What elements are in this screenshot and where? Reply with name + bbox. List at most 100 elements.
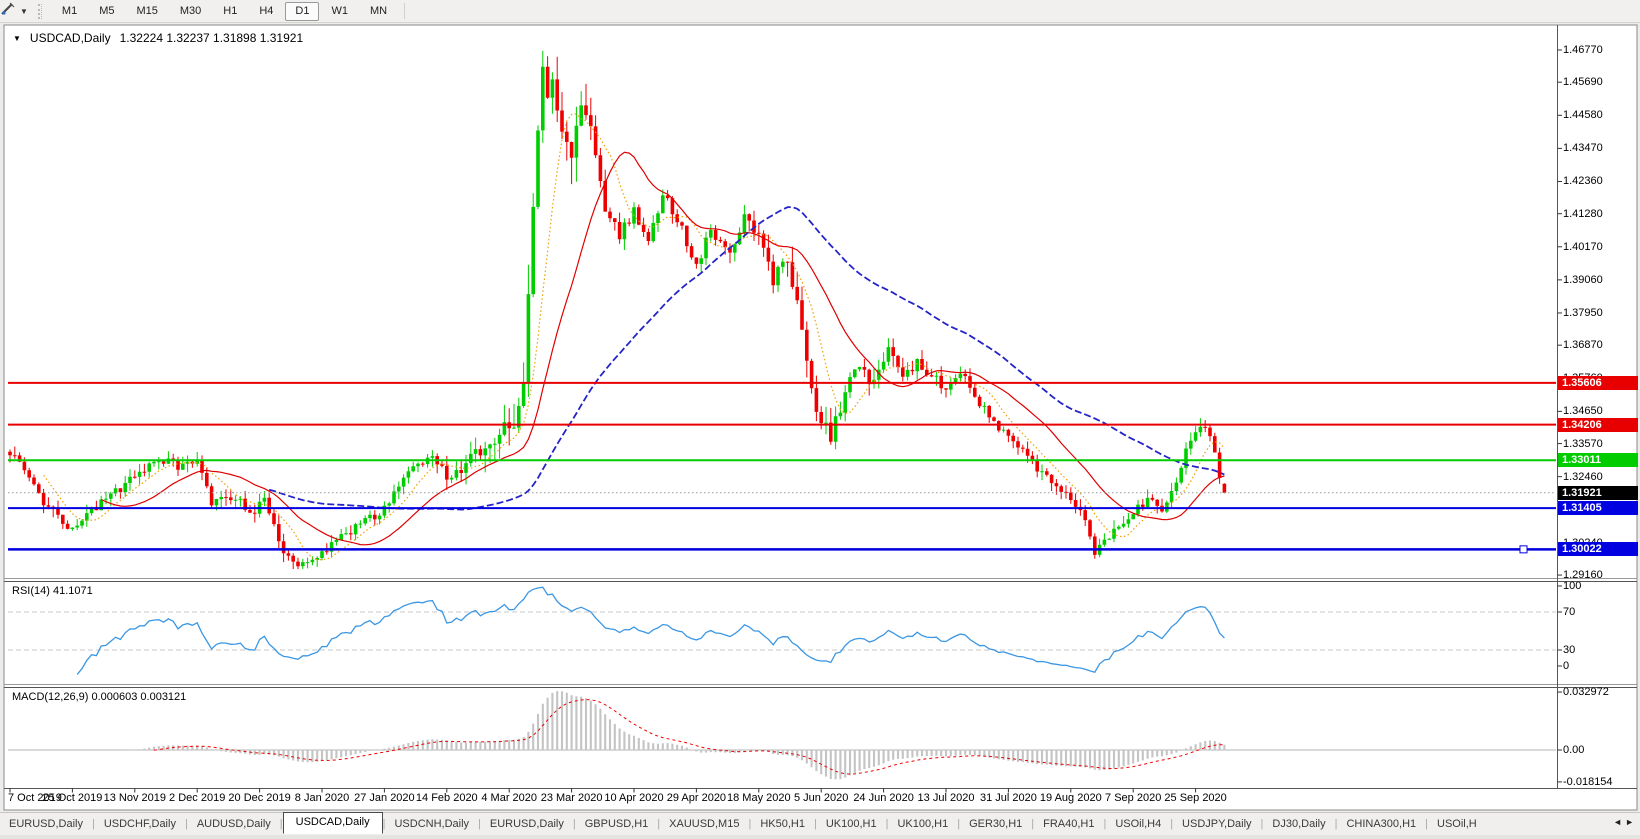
toolbar-grip[interactable] [37, 3, 42, 19]
chart-tab-usoil-h[interactable]: USOil,H [1437, 818, 1477, 830]
chart-tab-usdcnh-daily[interactable]: USDCNH,Daily [394, 818, 470, 830]
chart-tab-hk50-h1[interactable]: HK50,H1 [760, 818, 805, 830]
rsi-tick-30: 30 [1563, 644, 1576, 656]
tab-separator: | [91, 818, 95, 830]
collapse-triangle-icon[interactable]: ▼ [13, 33, 21, 43]
macd-tick--0.018154: -0.018154 [1563, 775, 1613, 788]
chart-tab-ger30-h1[interactable]: GER30,H1 [969, 818, 1023, 830]
date-label[interactable]: 23 Mar 2020 [540, 792, 603, 804]
date-label[interactable]: 25 Sep 2020 [1164, 792, 1227, 804]
price-tick-1.46770: 1.46770 [1563, 43, 1603, 56]
tab-scroll-right-icon[interactable]: ► [1625, 817, 1637, 827]
tab-separator: | [748, 818, 752, 830]
tab-separator: | [572, 818, 576, 830]
timeframe-button-D1[interactable]: D1 [285, 1, 320, 21]
date-label[interactable]: 20 Dec 2019 [228, 792, 291, 804]
ma-20-line [100, 151, 1225, 546]
date-label[interactable]: 13 Nov 2019 [103, 792, 166, 804]
timeframe-button-W1[interactable]: W1 [331, 4, 348, 17]
chart-tab-eurusd-daily[interactable]: EURUSD,Daily [489, 818, 564, 830]
tab-separator: | [1031, 818, 1035, 830]
rsi-tick-70: 70 [1563, 606, 1576, 618]
line-drag-handle[interactable] [1519, 545, 1528, 554]
price-tick-1.42360: 1.42360 [1563, 175, 1603, 188]
chart-tab-eurusd-daily[interactable]: EURUSD,Daily [9, 818, 83, 830]
price-badge-1.35606: 1.35606 [1558, 375, 1638, 390]
macd-indicator-label: MACD(12,26,9) 0.000603 0.003121 [12, 691, 187, 703]
tab-separator: | [478, 818, 481, 830]
date-label[interactable]: 31 Jul 2020 [979, 792, 1037, 804]
chart-title: ▼ USDCAD,Daily 1.32224 1.32237 1.31898 1… [13, 31, 303, 45]
date-label[interactable]: 29 Apr 2020 [666, 792, 727, 804]
date-label[interactable]: 8 Jan 2020 [294, 792, 350, 804]
tab-separator: | [957, 818, 961, 830]
tab-separator: | [1260, 818, 1264, 830]
tab-separator: | [1170, 818, 1174, 830]
chart-tab-bar: EURUSD,Daily | USDCHF,Daily | AUDUSD,Daily | U… [0, 812, 1640, 835]
timeframe-button-M5[interactable]: M5 [99, 4, 115, 17]
chart-tab-usoil-h4[interactable]: USOil,H4 [1115, 818, 1162, 830]
toolbar: ▼ M1 M5 M15 M30 H1 H4 D1 W1 MN [0, 0, 1640, 23]
chart-tab-gbpusd-h1[interactable]: GBPUSD,H1 [584, 818, 649, 830]
chart-tab-usdcad-daily[interactable]: USDCAD,Daily [282, 812, 383, 834]
macd-tick-0.00: 0.00 [1563, 744, 1585, 756]
chart-tab-usdchf-daily[interactable]: USDCHF,Daily [103, 818, 176, 830]
timeframe-button-M15[interactable]: M15 [136, 4, 158, 17]
tab-separator: | [1103, 818, 1107, 830]
price-tick-1.33570: 1.33570 [1563, 437, 1603, 450]
chart-tab-audusd-daily[interactable]: AUDUSD,Daily [196, 818, 271, 830]
date-label[interactable]: 4 Mar 2020 [481, 792, 538, 804]
price-badge-1.30022: 1.30022 [1558, 542, 1638, 557]
chart-tab-uk100-h1[interactable]: UK100,H1 [825, 818, 877, 830]
chart-tab-fra40-h1[interactable]: FRA40,H1 [1043, 818, 1095, 830]
date-label[interactable]: 27 Jan 2020 [354, 792, 415, 804]
tab-separator: | [279, 818, 283, 830]
ma-8-line [43, 113, 1225, 561]
price-badge-1.34206: 1.34206 [1558, 417, 1638, 432]
status-strip [0, 835, 1640, 839]
chart-tab-china300-h1[interactable]: CHINA300,H1 [1346, 818, 1417, 830]
date-label[interactable]: 7 Sep 2020 [1105, 792, 1162, 804]
date-label[interactable]: 18 May 2020 [726, 792, 791, 804]
date-label[interactable]: 13 Jul 2020 [917, 792, 975, 804]
chart-symbol-period: USDCAD,Daily [29, 31, 111, 45]
rsi-indicator-label: RSI(14) 41.1071 [12, 585, 93, 597]
toolbar-separator [404, 3, 406, 19]
tab-scroll-left-icon[interactable]: ◄ [1613, 817, 1626, 827]
price-tick-1.40170: 1.40170 [1563, 240, 1603, 253]
date-label[interactable]: 19 Aug 2020 [1039, 792, 1102, 804]
chart-tab-uk100-h1[interactable]: UK100,H1 [897, 818, 949, 830]
date-label[interactable]: 2 Dec 2019 [169, 792, 226, 804]
tab-separator: | [1425, 818, 1429, 830]
chart-tab-dj30-daily[interactable]: DJ30,Daily [1272, 818, 1326, 830]
tab-separator: | [1334, 818, 1338, 830]
price-tick-1.45690: 1.45690 [1563, 76, 1603, 89]
rsi-tick-0: 0 [1563, 660, 1570, 672]
price-tick-1.32460: 1.32460 [1563, 470, 1603, 483]
tab-separator: | [813, 818, 817, 830]
timeframe-button-M30[interactable]: M30 [179, 4, 202, 17]
chart-tab-xauusd-m15[interactable]: XAUUSD,M15 [669, 818, 740, 830]
chart-tab-usdjpy-daily[interactable]: USDJPY,Daily [1182, 818, 1252, 830]
timeframe-button-H4[interactable]: H4 [259, 4, 274, 17]
tool-dropdown-arrow[interactable]: ▼ [20, 6, 28, 16]
date-label[interactable]: 25 Oct 2019 [42, 792, 103, 804]
price-badge-1.31405: 1.31405 [1558, 501, 1638, 516]
timeframe-button-H1[interactable]: H1 [223, 4, 238, 17]
price-tick-1.34650: 1.34650 [1563, 405, 1603, 418]
timeframe-button-M1[interactable]: M1 [61, 4, 78, 17]
price-tick-1.41280: 1.41280 [1563, 207, 1603, 220]
date-label[interactable]: 5 Jun 2020 [793, 792, 849, 804]
date-label[interactable]: 7 Oct 2019 [8, 792, 62, 804]
date-label[interactable]: 24 Jun 2020 [853, 792, 914, 804]
timeframe-button-MN[interactable]: MN [369, 4, 388, 17]
date-label[interactable]: 14 Feb 2020 [415, 792, 478, 804]
date-label[interactable]: 10 Apr 2020 [604, 792, 664, 804]
crosshair-tool-icon[interactable] [0, 1, 18, 22]
price-badge-1.33011: 1.33011 [1558, 453, 1638, 468]
tab-scroll-arrows: ◄► [1613, 817, 1637, 827]
price-badge-1.31921: 1.31921 [1558, 485, 1638, 500]
tab-separator: | [657, 818, 661, 830]
